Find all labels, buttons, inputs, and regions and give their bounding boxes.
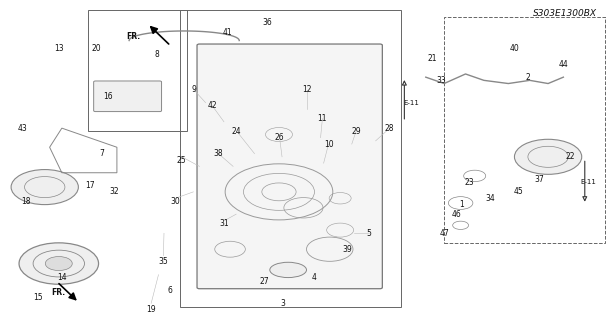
- Text: 26: 26: [275, 133, 284, 142]
- Text: 35: 35: [159, 258, 168, 267]
- Circle shape: [11, 170, 78, 204]
- Text: 5: 5: [367, 229, 371, 238]
- Text: 23: 23: [465, 178, 474, 187]
- Text: 41: 41: [223, 28, 232, 37]
- Text: 9: 9: [191, 85, 196, 94]
- Text: 21: 21: [428, 53, 437, 62]
- Text: 37: 37: [535, 175, 544, 184]
- Circle shape: [19, 243, 99, 284]
- Text: 46: 46: [452, 210, 462, 219]
- Text: 32: 32: [110, 188, 120, 196]
- Text: 14: 14: [58, 273, 67, 282]
- Text: 40: 40: [509, 44, 519, 53]
- Text: 13: 13: [55, 44, 64, 53]
- Text: 12: 12: [302, 85, 311, 94]
- Text: 43: 43: [18, 124, 28, 132]
- Text: 1: 1: [459, 200, 463, 209]
- Text: 7: 7: [100, 149, 105, 158]
- Text: 24: 24: [232, 127, 242, 136]
- Text: 45: 45: [513, 188, 523, 196]
- Text: 19: 19: [147, 305, 156, 314]
- Text: 22: 22: [565, 152, 575, 161]
- Ellipse shape: [270, 262, 306, 277]
- Text: 29: 29: [351, 127, 361, 136]
- Circle shape: [514, 139, 582, 174]
- Text: 3: 3: [281, 299, 286, 308]
- Bar: [88, 10, 187, 131]
- Text: 38: 38: [213, 149, 223, 158]
- Text: 30: 30: [171, 197, 180, 206]
- Text: 16: 16: [104, 92, 113, 101]
- Text: 2: 2: [525, 73, 530, 82]
- Text: 17: 17: [85, 181, 95, 190]
- Text: 28: 28: [385, 124, 394, 132]
- Text: 33: 33: [437, 76, 446, 85]
- FancyBboxPatch shape: [94, 81, 162, 112]
- FancyBboxPatch shape: [197, 44, 383, 289]
- Text: 47: 47: [440, 229, 449, 238]
- Text: 20: 20: [91, 44, 101, 53]
- Text: 39: 39: [342, 245, 352, 254]
- Text: 15: 15: [33, 292, 43, 301]
- Text: 42: 42: [207, 101, 217, 110]
- Text: 18: 18: [21, 197, 31, 206]
- Text: 34: 34: [485, 194, 495, 203]
- Text: E-11: E-11: [580, 179, 596, 185]
- Text: 4: 4: [311, 273, 316, 282]
- Text: 6: 6: [167, 286, 172, 295]
- Circle shape: [45, 257, 72, 270]
- Text: 27: 27: [259, 276, 269, 285]
- Text: E-11: E-11: [404, 100, 420, 106]
- Text: 10: 10: [324, 140, 333, 148]
- Text: 8: 8: [155, 50, 159, 59]
- Text: FR.: FR.: [51, 288, 65, 297]
- Text: 36: 36: [262, 19, 272, 28]
- Text: 44: 44: [559, 60, 569, 69]
- Bar: [180, 10, 402, 307]
- Text: 25: 25: [177, 156, 186, 164]
- Text: FR.: FR.: [126, 32, 140, 41]
- Text: S303E1300BX: S303E1300BX: [533, 9, 597, 18]
- Text: 31: 31: [219, 219, 229, 228]
- Text: 11: 11: [318, 114, 327, 123]
- Bar: [444, 17, 605, 243]
